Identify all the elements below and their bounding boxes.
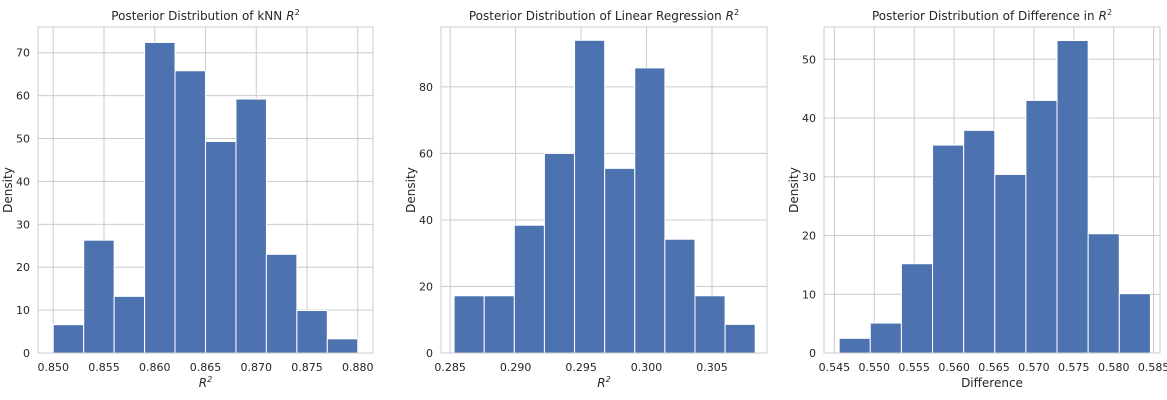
y-tick-label: 20 bbox=[419, 280, 433, 293]
y-tick-label: 20 bbox=[802, 230, 816, 243]
y-tick-label: 30 bbox=[802, 171, 816, 184]
histogram-bar bbox=[932, 144, 965, 354]
y-tick-label: 10 bbox=[802, 288, 816, 301]
histogram-bar bbox=[1056, 40, 1089, 354]
histogram-bar bbox=[235, 98, 267, 354]
y-axis-label: Density bbox=[404, 167, 418, 213]
x-tick-label: 0.860 bbox=[139, 361, 171, 374]
histogram-bar bbox=[869, 322, 902, 354]
x-tick-label: 0.295 bbox=[565, 361, 597, 374]
y-axis-label: Density bbox=[1, 167, 15, 213]
x-tick-label: 0.585 bbox=[1138, 361, 1167, 374]
chart-panel-1: 0.850 0.855 0.860 0.865 0.870 0.875 0.880 0 10 20… bbox=[1, 8, 374, 390]
chart-title: Posterior Distribution of Difference in R… bbox=[872, 8, 1112, 23]
y-tick-label: 20 bbox=[16, 261, 30, 274]
histogram-bar bbox=[994, 173, 1027, 354]
histogram-bar bbox=[113, 295, 146, 354]
histogram-bar bbox=[205, 141, 237, 354]
x-tick-label: 0.575 bbox=[1058, 361, 1090, 374]
x-tick-label: 0.285 bbox=[434, 361, 466, 374]
y-tick-label: 70 bbox=[16, 47, 30, 60]
y-tick-label: 50 bbox=[16, 133, 30, 146]
histogram-bar bbox=[604, 167, 636, 354]
plot-frame bbox=[37, 26, 374, 354]
y-tick-label: 40 bbox=[802, 112, 816, 125]
histogram-bar bbox=[543, 152, 576, 354]
x-tick-label: 0.570 bbox=[1018, 361, 1050, 374]
x-axis-label: Difference bbox=[961, 376, 1023, 390]
x-tick-label: 0.290 bbox=[500, 361, 532, 374]
histogram-bar bbox=[1087, 233, 1120, 354]
plot-frame bbox=[823, 26, 1161, 354]
histogram-bar bbox=[83, 239, 115, 354]
chart-title: Posterior Distribution of Linear Regress… bbox=[469, 8, 739, 23]
x-tick-label: 0.850 bbox=[37, 361, 69, 374]
histogram-bar bbox=[900, 263, 934, 354]
y-tick-label: 0 bbox=[426, 347, 433, 360]
histogram-bar bbox=[724, 323, 756, 354]
x-tick-label: 0.865 bbox=[190, 361, 222, 374]
x-tick-label: 0.300 bbox=[631, 361, 663, 374]
x-tick-label: 0.555 bbox=[898, 361, 930, 374]
x-tick-label: 0.560 bbox=[938, 361, 970, 374]
histogram-bar bbox=[453, 295, 485, 354]
x-tick-label: 0.855 bbox=[88, 361, 120, 374]
x-tick-label: 0.565 bbox=[978, 361, 1010, 374]
histogram-bar bbox=[694, 295, 726, 354]
y-tick-label: 30 bbox=[16, 218, 30, 231]
histogram-bar bbox=[664, 238, 696, 354]
y-tick-label: 0 bbox=[23, 347, 30, 360]
x-axis-label: R2 bbox=[597, 375, 610, 390]
x-tick-label: 0.880 bbox=[342, 361, 374, 374]
y-axis-label: Density bbox=[787, 167, 801, 213]
y-tick-label: 10 bbox=[16, 304, 30, 317]
histogram-bar bbox=[52, 324, 85, 354]
y-tick-label: 0 bbox=[809, 347, 816, 360]
histogram-bar bbox=[265, 253, 298, 354]
y-tick-label: 60 bbox=[16, 90, 30, 103]
histogram-bar bbox=[513, 224, 545, 354]
histogram-bar bbox=[634, 67, 666, 354]
x-tick-label: 0.550 bbox=[859, 361, 891, 374]
histogram-bar bbox=[326, 338, 359, 354]
histogram-bar bbox=[296, 310, 328, 354]
chart-panel-3: 0.545 0.550 0.555 0.560 0.565 0.570 0.575 0.580… bbox=[787, 8, 1167, 390]
x-tick-label: 0.870 bbox=[241, 361, 273, 374]
x-tick-label: 0.305 bbox=[696, 361, 728, 374]
x-tick-label: 0.580 bbox=[1098, 361, 1130, 374]
y-tick-label: 50 bbox=[802, 53, 816, 66]
plot-frame bbox=[440, 26, 768, 354]
chart-panel-2: 0.285 0.290 0.295 0.300 0.305 0 20 40 60 80 Poster… bbox=[404, 8, 768, 390]
histogram-bar bbox=[963, 129, 996, 354]
x-axis-label: R2 bbox=[199, 375, 212, 390]
x-tick-label: 0.875 bbox=[291, 361, 323, 374]
histogram-bar bbox=[144, 41, 176, 354]
histogram-bar bbox=[174, 70, 207, 354]
y-tick-label: 60 bbox=[419, 147, 433, 160]
histogram-bar bbox=[574, 39, 606, 354]
histogram-bar bbox=[838, 337, 871, 354]
y-tick-label: 40 bbox=[419, 214, 433, 227]
chart-title: Posterior Distribution of kNN R2 bbox=[111, 8, 299, 23]
histogram-bar bbox=[1025, 99, 1058, 354]
x-tick-label: 0.545 bbox=[819, 361, 851, 374]
histogram-bar bbox=[483, 295, 515, 354]
y-tick-label: 40 bbox=[16, 175, 30, 188]
y-tick-label: 80 bbox=[419, 81, 433, 94]
histogram-bar bbox=[1118, 293, 1151, 354]
